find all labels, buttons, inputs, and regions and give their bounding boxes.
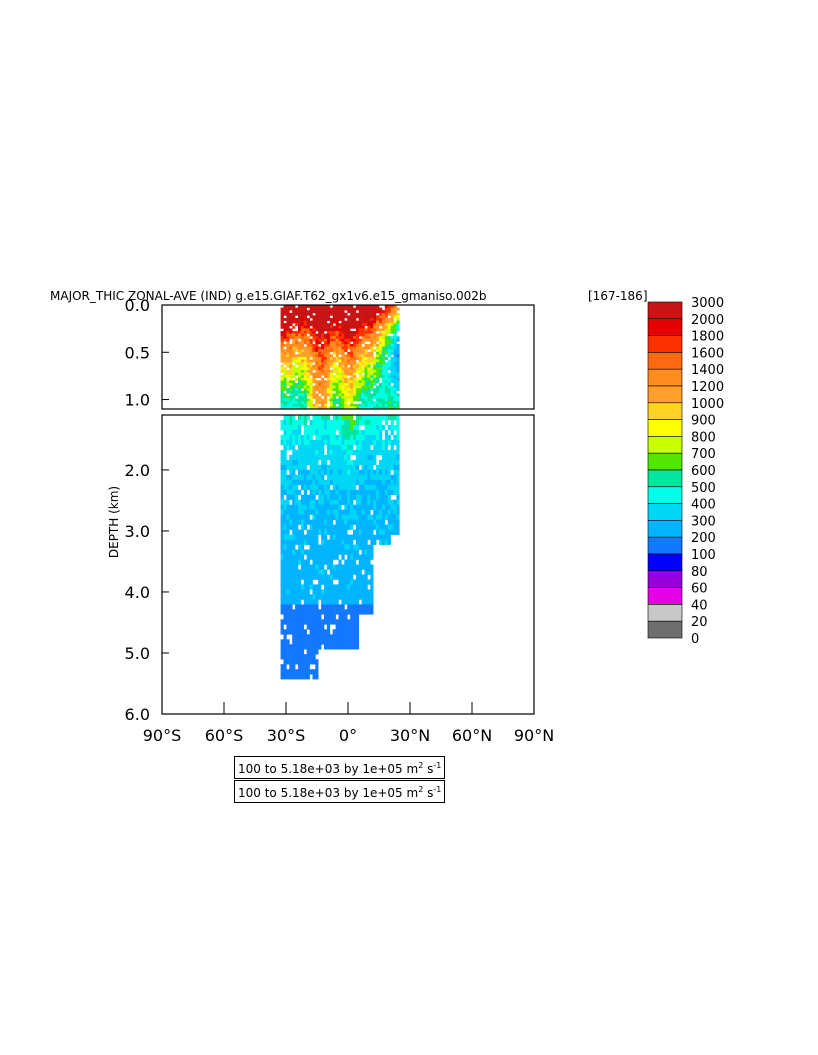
x-tick-label: 90°N <box>514 726 554 745</box>
legend-label: 1400 <box>691 363 724 378</box>
legend-label: 3000 <box>691 296 724 311</box>
legend-swatch <box>647 301 683 320</box>
contour-info-1: 100 to 5.18e+03 by 1e+05 m2 s-1 <box>234 756 446 779</box>
x-tick-label: 30°S <box>267 726 306 745</box>
contour-info-1-unit: s <box>427 762 434 776</box>
legend-swatch <box>647 469 683 488</box>
legend-swatch <box>647 486 683 504</box>
contour-info-2-unit-exp: -1 <box>433 785 442 794</box>
contour-info-1-unit-exp: -1 <box>433 761 442 770</box>
legend-swatch <box>647 368 683 387</box>
legend-swatch <box>647 553 683 572</box>
chart-year-range: [167-186] <box>588 289 648 303</box>
legend-label: 900 <box>691 414 716 429</box>
legend-swatch <box>647 436 683 454</box>
legend-label: 800 <box>691 430 716 445</box>
upper-panel-field <box>280 305 400 410</box>
legend-label: 1200 <box>691 380 724 395</box>
x-tick-label: 0° <box>339 726 357 745</box>
legend-label: 500 <box>691 481 716 496</box>
legend-swatch <box>647 587 683 605</box>
legend-label: 1000 <box>691 397 724 412</box>
contour-info-1-exp: 2 <box>418 761 424 770</box>
legend-label: 1800 <box>691 330 724 345</box>
legend-label: 0 <box>691 632 699 647</box>
y-tick-label: 5.0 <box>125 644 150 663</box>
lower-y-axis: 2.0 3.0 4.0 5.0 6.0 <box>125 461 169 724</box>
color-legend: 3000200018001600140012001000900800700600… <box>647 296 724 647</box>
legend-label: 40 <box>691 598 708 613</box>
contour-info-2: 100 to 5.18e+03 by 1e+05 m2 s-1 <box>234 780 446 803</box>
y-tick-label: 6.0 <box>125 705 150 724</box>
y-tick-label: 4.0 <box>125 583 150 602</box>
legend-label: 2000 <box>691 313 724 328</box>
contour-info-2-exp: 2 <box>418 785 424 794</box>
legend-label: 1600 <box>691 346 724 361</box>
contour-info-2-unit: s <box>427 786 434 800</box>
legend-label: 300 <box>691 514 716 529</box>
contour-info-2-text: 100 to 5.18e+03 by 1e+05 m <box>238 786 419 800</box>
legend-label: 600 <box>691 464 716 479</box>
legend-label: 60 <box>691 582 708 597</box>
legend-swatch <box>647 520 683 538</box>
contour-info-1-text: 100 to 5.18e+03 by 1e+05 m <box>238 762 419 776</box>
upper-y-axis: 0.0 0.5 1.0 <box>125 296 169 410</box>
legend-swatch <box>647 385 683 404</box>
legend-swatch <box>647 452 683 471</box>
legend-swatch <box>647 570 683 588</box>
legend-label: 400 <box>691 498 716 513</box>
x-axis: 90°S 60°S 30°S 0° 30°N 60°N 90°N <box>143 702 554 745</box>
y-axis-label: DEPTH (km) <box>107 486 121 558</box>
upper-panel-frame <box>161 304 535 410</box>
lower-panel-field <box>280 415 400 680</box>
legend-swatch <box>647 402 683 420</box>
x-tick-label: 60°S <box>205 726 244 745</box>
legend-label: 100 <box>691 548 716 563</box>
legend-swatch <box>647 335 683 353</box>
x-tick-label: 60°N <box>452 726 492 745</box>
y-tick-label: 3.0 <box>125 522 150 541</box>
legend-swatch <box>647 318 683 336</box>
legend-swatch <box>647 604 683 622</box>
legend-label: 200 <box>691 531 716 546</box>
legend-swatch <box>647 503 683 521</box>
legend-swatch <box>647 620 683 639</box>
y-tick-label: 1.0 <box>125 391 150 410</box>
x-tick-label: 90°S <box>143 726 182 745</box>
y-tick-label: 0.0 <box>125 296 150 315</box>
legend-swatch <box>647 352 683 370</box>
legend-label: 20 <box>691 615 708 630</box>
legend-swatch <box>647 536 683 555</box>
y-tick-label: 0.5 <box>125 343 150 362</box>
legend-label: 80 <box>691 565 708 580</box>
x-tick-label: 30°N <box>390 726 430 745</box>
y-tick-label: 2.0 <box>125 461 150 480</box>
legend-swatch <box>647 419 683 437</box>
legend-label: 700 <box>691 447 716 462</box>
chart-title: MAJOR_THIC ZONAL-AVE (IND) g.e15.GIAF.T6… <box>50 289 487 303</box>
